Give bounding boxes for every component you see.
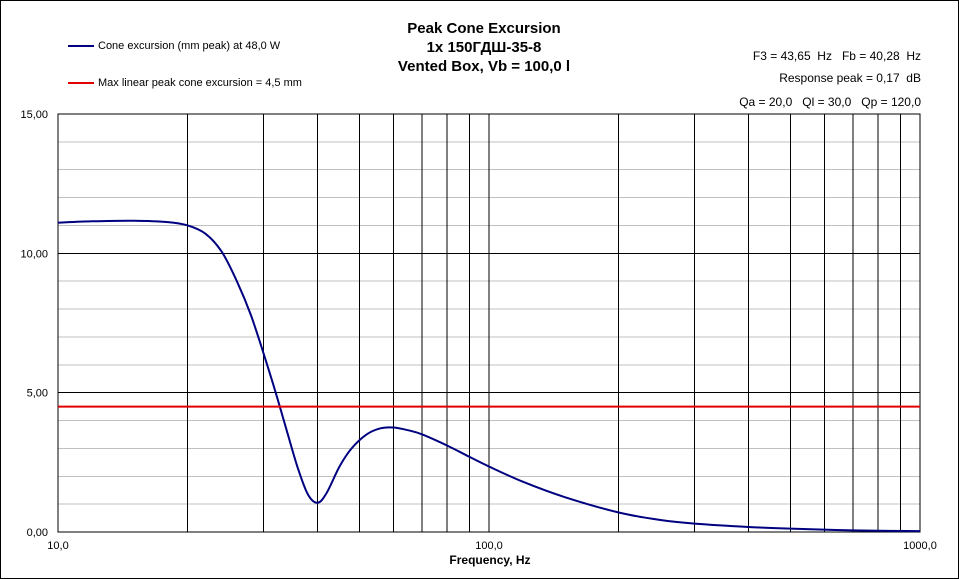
x-tick-label: 1000,0 [903, 540, 937, 552]
plot-border [57, 113, 921, 533]
legend-item-excursion: Cone excursion (mm peak) at 48,0 W [68, 40, 280, 52]
info-f3-fb: F3 = 43,65 Hz Fb = 40,28 Hz [752, 49, 921, 63]
legend-swatch-excursion [68, 45, 94, 47]
legend-label-excursion: Cone excursion (mm peak) at 48,0 W [98, 40, 281, 52]
chart-title: Peak Cone Excursion 1x 150ГДШ-35-8 Vente… [334, 19, 634, 76]
y-tick-label: 15,00 [20, 109, 48, 121]
excursion-curve [57, 219, 921, 533]
title-line-1: Peak Cone Excursion [407, 20, 561, 37]
x-tick-label: 100,0 [475, 540, 503, 552]
y-tick-label: 5,00 [27, 388, 48, 400]
title-line-2: 1x 150ГДШ-35-8 [426, 39, 542, 56]
info-response-peak: Response peak = 0,17 dB [779, 71, 921, 85]
y-tick-label: 10,00 [20, 248, 48, 260]
title-line-3: Vented Box, Vb = 100,0 l [397, 58, 571, 75]
x-tick-label: 10,0 [47, 540, 68, 552]
info-q-values: Qa = 20,0 Ql = 30,0 Qp = 120,0 [739, 95, 921, 109]
legend-item-max-linear: Max linear peak cone excursion = 4,5 mm [68, 77, 302, 89]
x-axis-label: Frequency, Hz [449, 553, 531, 567]
y-tick-label: 0,00 [27, 527, 48, 539]
legend-swatch-max-linear [68, 82, 94, 84]
legend-label-max-linear: Max linear peak cone excursion = 4,5 mm [98, 77, 302, 89]
